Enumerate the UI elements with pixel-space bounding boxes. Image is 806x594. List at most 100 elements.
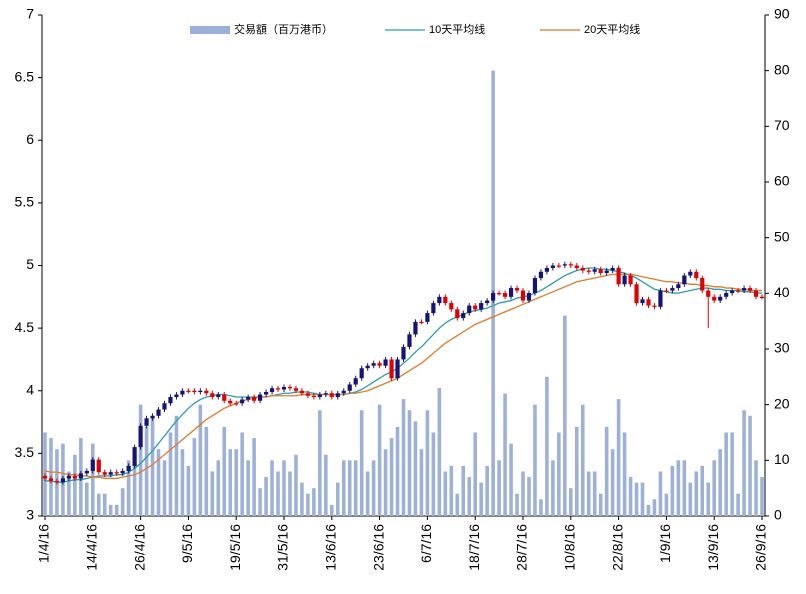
volume-bar bbox=[252, 438, 256, 516]
volume-bar bbox=[85, 482, 89, 516]
volume-bar bbox=[359, 410, 364, 516]
candle-body bbox=[670, 288, 675, 291]
y2-tick-label: 0 bbox=[774, 507, 782, 523]
volume-bar bbox=[467, 477, 472, 516]
volume-bar bbox=[646, 504, 651, 516]
volume-bar bbox=[192, 438, 197, 516]
candle-body bbox=[162, 403, 167, 410]
candle-body bbox=[269, 388, 275, 393]
x-tick-label: 9/5/16 bbox=[179, 524, 195, 563]
volume-bar bbox=[700, 465, 705, 516]
candle-body bbox=[353, 378, 358, 385]
volume-bar bbox=[341, 460, 346, 516]
volume-bar bbox=[712, 460, 717, 516]
volume-bar bbox=[545, 376, 549, 516]
volume-bar bbox=[312, 488, 316, 516]
x-tick-label: 14/4/16 bbox=[83, 524, 99, 571]
volume-bar bbox=[557, 432, 561, 516]
candle-body bbox=[210, 393, 215, 398]
candle-body bbox=[634, 284, 639, 304]
candle-body bbox=[263, 392, 269, 395]
volume-bar bbox=[270, 460, 274, 516]
candle-body bbox=[371, 363, 376, 366]
candle-body bbox=[736, 290, 741, 292]
volume-bar bbox=[652, 499, 657, 516]
volume-bar bbox=[754, 460, 758, 516]
candle-body bbox=[365, 365, 370, 369]
x-tick-label: 10/8/16 bbox=[562, 524, 578, 571]
volume-bar bbox=[473, 432, 477, 516]
candle-body bbox=[658, 290, 663, 307]
candle-body bbox=[72, 475, 77, 479]
volume-bar bbox=[413, 421, 418, 516]
candle-body bbox=[556, 265, 561, 267]
candle-body bbox=[520, 290, 526, 301]
legend-label: 交易額（百万港币） bbox=[234, 22, 333, 36]
candle-body bbox=[538, 271, 544, 279]
candle-body bbox=[359, 368, 364, 379]
volume-bar bbox=[586, 471, 591, 516]
candle-body bbox=[676, 284, 681, 289]
y-tick-label: 7 bbox=[26, 6, 34, 22]
y-tick-label: 5 bbox=[26, 256, 34, 272]
candle-body bbox=[102, 472, 107, 475]
candle-body bbox=[156, 409, 161, 416]
volume-bar bbox=[168, 432, 173, 516]
volume-bar bbox=[748, 415, 752, 516]
volume-bar bbox=[228, 449, 233, 516]
candle-body bbox=[395, 359, 400, 379]
volume-bar bbox=[150, 415, 155, 516]
volume-bar bbox=[67, 471, 71, 516]
volume-bar bbox=[162, 460, 167, 516]
volume-bar bbox=[180, 449, 185, 516]
candle-body bbox=[437, 296, 442, 304]
volume-bar bbox=[730, 432, 734, 516]
x-tick-label: 22/8/16 bbox=[609, 524, 625, 571]
candle-body bbox=[168, 397, 173, 404]
volume-bar bbox=[126, 460, 131, 516]
candle-body bbox=[700, 278, 705, 291]
volume-bar bbox=[694, 471, 699, 516]
volume-bar bbox=[294, 454, 298, 516]
candle-body bbox=[96, 459, 101, 473]
y2-tick-label: 90 bbox=[774, 6, 790, 22]
volume-bar bbox=[670, 465, 675, 516]
candle-body bbox=[544, 268, 549, 272]
volume-bar bbox=[592, 471, 597, 516]
volume-bar bbox=[198, 404, 203, 516]
volume-bar bbox=[580, 404, 585, 516]
volume-bar bbox=[324, 454, 328, 516]
candle-body bbox=[532, 278, 538, 294]
volume-bar bbox=[114, 504, 119, 516]
candle-body bbox=[604, 270, 609, 274]
candle-body bbox=[258, 394, 263, 401]
volume-bar bbox=[760, 477, 764, 516]
candle-body bbox=[305, 393, 310, 396]
volume-bar bbox=[604, 426, 609, 516]
volume-bar bbox=[676, 460, 681, 516]
candle-body bbox=[419, 321, 424, 324]
candle-body bbox=[78, 473, 83, 479]
volume-bar bbox=[144, 426, 149, 516]
candle-body bbox=[120, 470, 125, 474]
volume-bar bbox=[395, 426, 400, 516]
volume-bar bbox=[335, 482, 340, 516]
volume-bar bbox=[377, 404, 382, 516]
volume-bar bbox=[503, 393, 507, 516]
candle-body bbox=[598, 269, 603, 274]
candle-body bbox=[568, 264, 573, 266]
candle-body bbox=[580, 268, 585, 271]
candle-body bbox=[640, 299, 645, 304]
volume-bar bbox=[389, 438, 394, 516]
volume-bar bbox=[610, 449, 615, 516]
candle-body bbox=[664, 290, 669, 292]
volume-bar bbox=[264, 477, 268, 516]
volume-bar bbox=[300, 482, 304, 516]
candle-body bbox=[550, 265, 555, 269]
volume-bar bbox=[521, 471, 525, 516]
volume-bar bbox=[551, 460, 555, 516]
candle-body bbox=[66, 475, 71, 479]
volume-bar bbox=[628, 477, 633, 516]
volume-bar bbox=[419, 449, 424, 516]
